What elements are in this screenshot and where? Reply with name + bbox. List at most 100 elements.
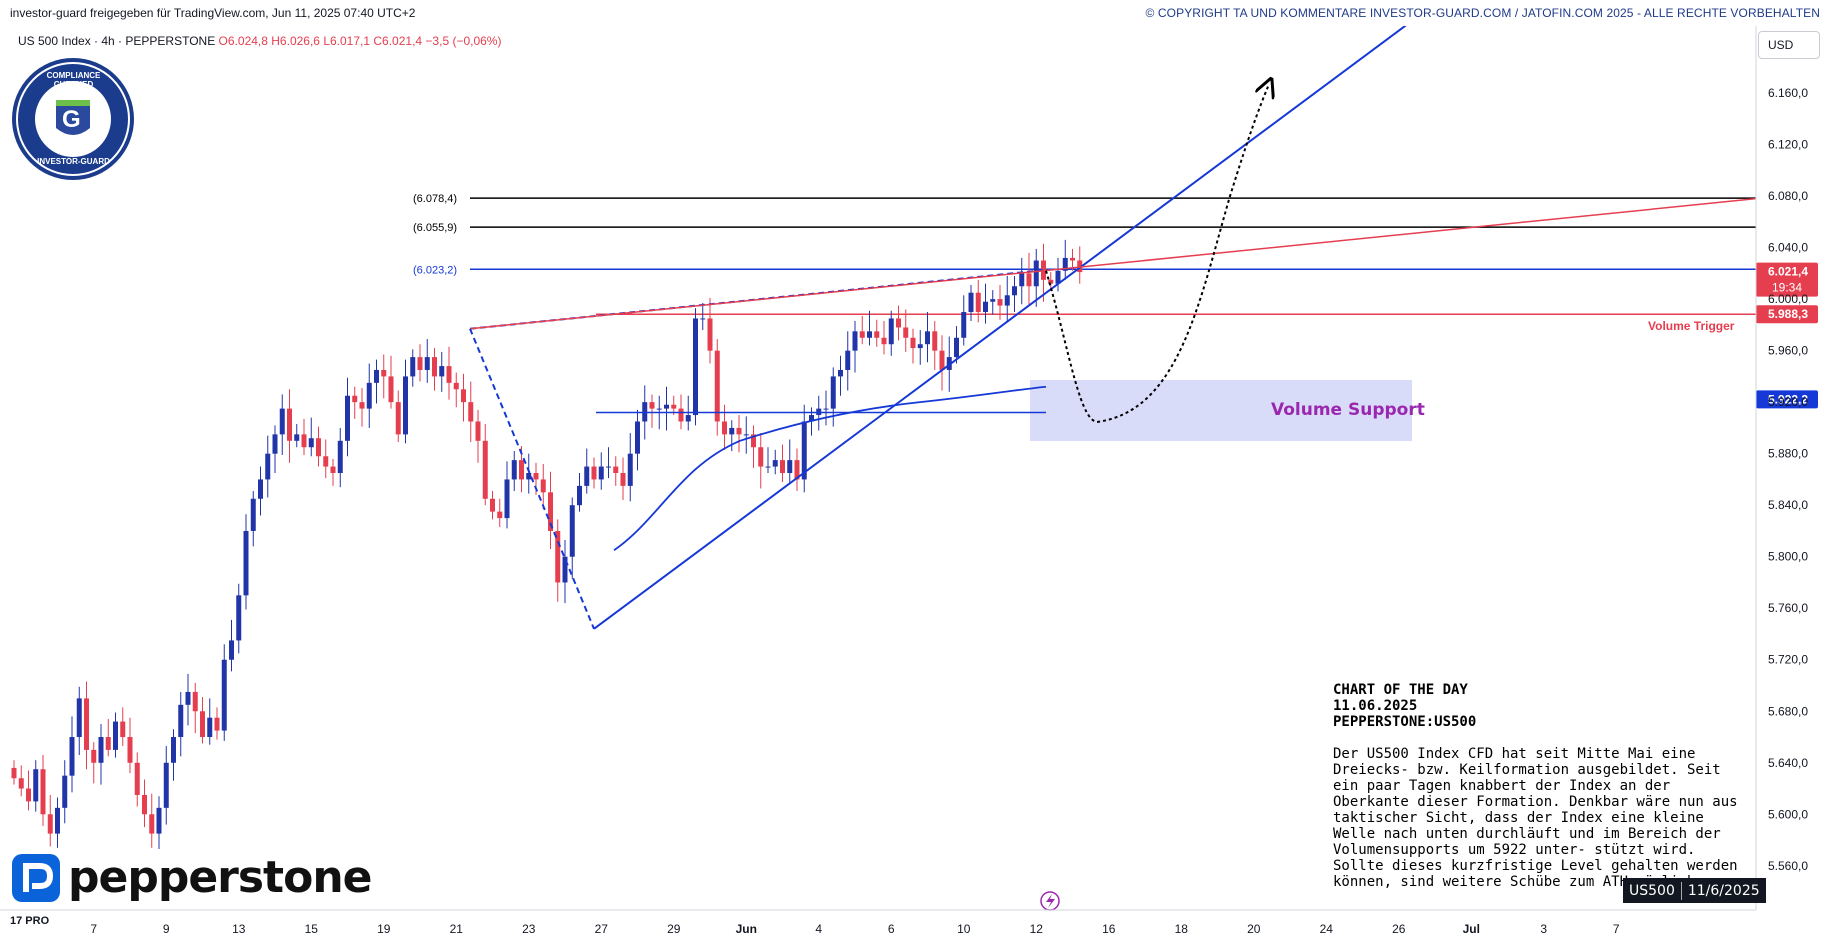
candle-body <box>627 453 633 486</box>
candle-body <box>76 698 82 738</box>
candle-body <box>772 460 778 467</box>
x-tick-label: 23 <box>522 922 536 936</box>
x-tick-label: 16 <box>1102 922 1116 936</box>
candle-body <box>533 473 539 480</box>
candle-body <box>388 376 394 403</box>
candle-body <box>881 337 887 345</box>
y-tick-label: 5.920,0 <box>1768 395 1808 409</box>
candle-body <box>178 704 184 738</box>
candle-body <box>468 402 474 422</box>
y-tick-label: 5.840,0 <box>1768 498 1808 512</box>
candle-body <box>888 318 894 345</box>
y-tick-label: 5.600,0 <box>1768 807 1808 821</box>
candle-body <box>243 530 249 596</box>
candle-body <box>47 814 53 834</box>
price-chart[interactable]: (6.078,4) (6.055,9) (6.023,2) Volume Trigge… <box>0 26 1828 937</box>
open-value: O6.024,8 <box>218 34 268 48</box>
badge-bottom-text: INVESTOR-GUARD <box>37 157 110 166</box>
candle-body <box>700 318 706 320</box>
candle-body <box>540 479 546 493</box>
x-tick-label: 19 <box>377 922 391 936</box>
candle-body <box>801 421 807 480</box>
high-value: H6.026,6 <box>271 34 320 48</box>
candle-body <box>352 395 358 403</box>
candle-body <box>765 466 771 468</box>
candle-body <box>867 331 872 338</box>
change-value: −3,5 (−0,06%) <box>425 34 502 48</box>
candle-body <box>954 337 959 358</box>
candle-body <box>272 434 278 454</box>
y-tick-label: 6.120,0 <box>1768 138 1808 152</box>
low-value: L6.017,1 <box>323 34 371 48</box>
candle-body <box>11 767 17 779</box>
candle-body <box>1012 286 1017 296</box>
x-tick-label: 6 <box>888 922 895 936</box>
symbol-name: US 500 Index · 4h · PEPPERSTONE <box>18 34 216 48</box>
price-badge-text: 5.988,3 <box>1768 307 1808 321</box>
rising-support-trendline[interactable] <box>593 26 1440 630</box>
symbol-legend[interactable]: US 500 Index · 4h · PEPPERSTONE O6.024,8… <box>18 34 501 48</box>
candle-body <box>707 318 713 351</box>
candle-body <box>381 369 387 377</box>
tag-symbol: US500 <box>1629 882 1675 899</box>
price-badge-text: 6.021,4 <box>1768 265 1808 279</box>
candle-body <box>359 402 365 409</box>
red-wedge-line[interactable] <box>469 197 1757 330</box>
candle-body <box>526 473 532 480</box>
currency-button[interactable]: USD <box>1758 31 1820 59</box>
candle-body <box>504 479 510 519</box>
candle-body <box>736 427 742 435</box>
x-tick-label: 29 <box>667 922 681 936</box>
candle-body <box>279 408 285 435</box>
candle-body <box>809 415 814 422</box>
candle-body <box>838 369 843 377</box>
candle-body <box>323 456 329 467</box>
top-bar: investor-guard freigegeben für TradingVi… <box>0 0 1828 26</box>
candle-body <box>968 292 974 313</box>
x-tick-label: 24 <box>1320 922 1334 936</box>
candle-body <box>330 466 336 473</box>
volume-support-zone <box>1030 380 1412 441</box>
volume-trigger-badge: 5.988,3 <box>1756 305 1818 324</box>
candle-body <box>490 498 495 512</box>
decline-leg-line[interactable] <box>469 328 595 630</box>
candle-body <box>990 299 996 302</box>
candle-body <box>649 402 655 409</box>
x-tick-label: 7 <box>90 922 97 936</box>
x-tick-label: 3 <box>1540 922 1547 936</box>
candle-body <box>1070 257 1075 261</box>
candle-body <box>453 382 459 390</box>
candle-body <box>1033 260 1039 287</box>
candle-body <box>1048 279 1054 284</box>
candle-body <box>250 498 256 531</box>
note-title: CHART OF THE DAY <box>1333 682 1468 698</box>
candle-body <box>446 366 452 383</box>
candle-body <box>156 807 162 834</box>
tradingview-logo: 17 PRO <box>10 915 50 927</box>
candle-body <box>1077 260 1083 273</box>
pepperstone-wordmark: pepperstone <box>68 852 372 903</box>
candle-body <box>200 711 205 738</box>
candle-body <box>84 698 89 750</box>
event-flash-icon[interactable] <box>1040 891 1060 911</box>
x-tick-label: 12 <box>1030 922 1044 936</box>
badge-top-text: COMPLIANCE CHECKED <box>46 71 101 89</box>
x-tick-label: 15 <box>305 922 319 936</box>
y-tick-label: 6.080,0 <box>1768 189 1808 203</box>
candle-body <box>214 717 220 731</box>
volume-trigger-label: Volume Trigger <box>1648 319 1735 333</box>
candle-body <box>997 299 1003 306</box>
candle-body <box>577 485 582 506</box>
candle-body <box>461 389 466 403</box>
y-tick-label: 5.680,0 <box>1768 704 1808 718</box>
moving-average-line[interactable] <box>613 385 1047 552</box>
chart-commentary: CHART OF THE DAY 11.06.2025 PEPPERSTONE:… <box>1333 682 1753 890</box>
candle-body <box>308 438 314 448</box>
note-symbol: PEPPERSTONE:US500 <box>1333 714 1477 730</box>
candle-body <box>497 511 503 519</box>
x-tick-label: 9 <box>163 922 170 936</box>
candle-body <box>656 408 662 410</box>
candle-body <box>1019 273 1025 287</box>
candle-body <box>374 369 379 383</box>
candle-body <box>874 331 880 338</box>
